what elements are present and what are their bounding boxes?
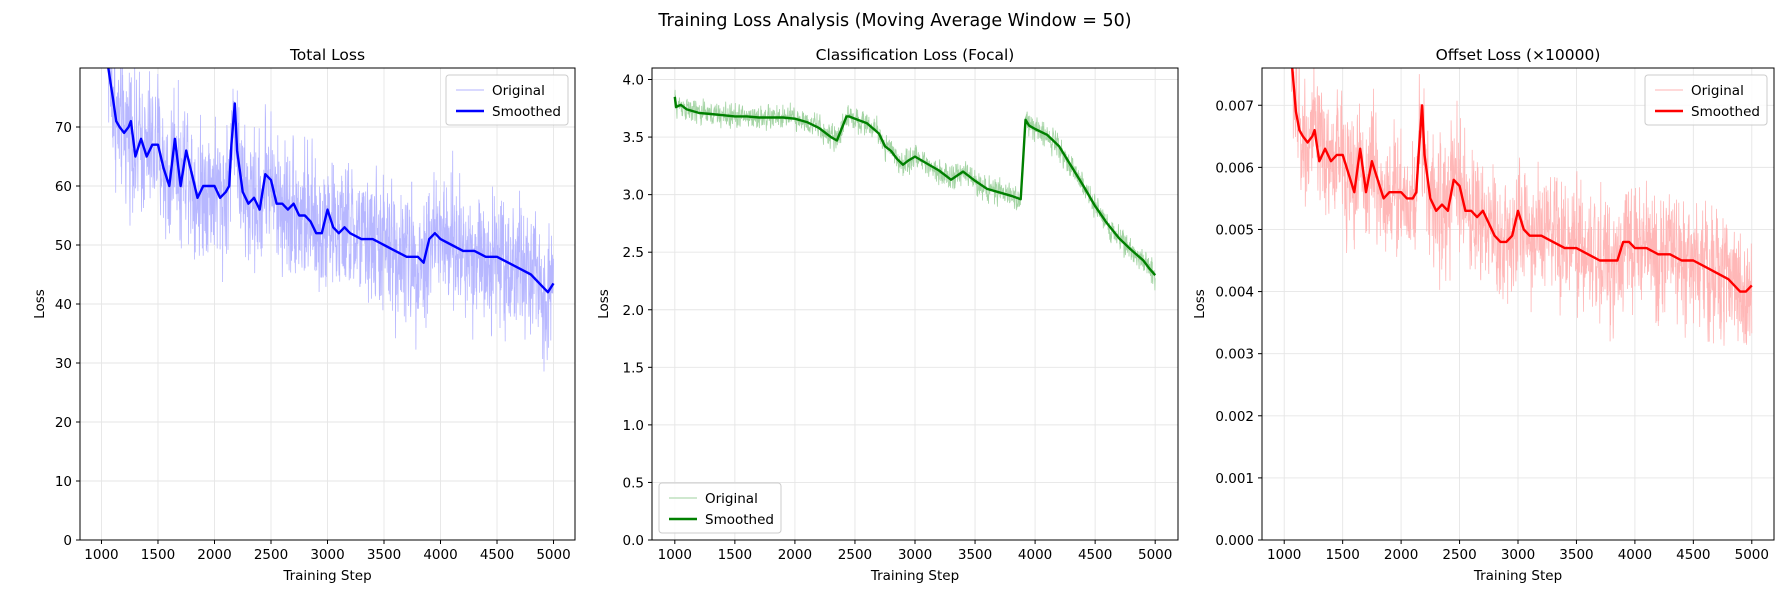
x-tick-label: 1000	[1267, 547, 1301, 563]
legend-label-smoothed: Smoothed	[1691, 104, 1760, 120]
x-tick-label: 3000	[310, 547, 344, 563]
series-smoothed-line	[1291, 68, 1753, 293]
x-tick-label: 5000	[1735, 547, 1769, 563]
y-tick-label: 4.0	[623, 73, 644, 89]
x-tick-label: 2000	[197, 547, 231, 563]
x-tick-label: 1500	[1325, 547, 1359, 563]
legend-label-smoothed: Smoothed	[492, 104, 561, 120]
y-tick-label: 0.001	[1215, 471, 1254, 487]
y-tick-label: 0.005	[1215, 222, 1254, 238]
chart-title: Total Loss	[289, 46, 365, 64]
y-tick-label: 50	[55, 238, 72, 254]
y-tick-label: 10	[55, 474, 72, 490]
y-axis-label: Loss	[1192, 289, 1208, 319]
x-tick-label: 5000	[1138, 547, 1172, 563]
y-tick-label: 20	[55, 415, 72, 431]
legend-label-smoothed: Smoothed	[705, 512, 774, 528]
y-tick-label: 0.007	[1215, 98, 1254, 114]
plot-area	[673, 89, 1157, 291]
x-tick-label: 4500	[480, 547, 514, 563]
legend-label-original: Original	[492, 83, 545, 99]
chart-panel: 1000 1500 2000 2500 3000 3500 4000 4500 5000 0 10 2…	[32, 46, 576, 584]
x-tick-label: 1500	[718, 547, 752, 563]
y-tick-label: 30	[55, 356, 72, 372]
y-tick-label: 3.5	[623, 130, 644, 146]
y-tick-label: 70	[55, 120, 72, 136]
x-tick-label: 3500	[958, 547, 992, 563]
x-tick-label: 2500	[254, 547, 288, 563]
x-tick-label: 2500	[1442, 547, 1476, 563]
x-tick-label: 1500	[141, 547, 175, 563]
legend-label-original: Original	[1691, 83, 1744, 99]
legend-label-original: Original	[705, 491, 758, 507]
series-original-line	[1290, 68, 1753, 346]
x-tick-label: 3000	[1501, 547, 1535, 563]
y-tick-label: 0.000	[1215, 533, 1254, 549]
y-tick-label: 2.5	[623, 245, 644, 261]
chart-title: Classification Loss (Focal)	[816, 46, 1015, 64]
x-tick-label: 4500	[1676, 547, 1710, 563]
x-tick-label: 2000	[1384, 547, 1418, 563]
y-tick-label: 40	[55, 297, 72, 313]
x-tick-label: 2000	[778, 547, 812, 563]
plot-area	[1290, 68, 1753, 346]
y-tick-label: 60	[55, 179, 72, 195]
y-tick-label: 2.0	[623, 303, 644, 319]
x-tick-label: 4000	[423, 547, 457, 563]
y-tick-label: 1.5	[623, 360, 644, 376]
y-tick-label: 1.0	[623, 418, 644, 434]
chart-panel: 1000 1500 2000 2500 3000 3500 4000 4500 5000 0.00…	[1192, 46, 1775, 584]
y-tick-label: 0.003	[1215, 347, 1254, 363]
legend-box	[658, 482, 782, 534]
legend: Original Smoothed	[445, 74, 569, 126]
y-tick-label: 0.002	[1215, 409, 1254, 425]
series-smoothed-line	[107, 68, 555, 294]
x-axis-label: Training Step	[870, 568, 959, 584]
y-tick-label: 0.006	[1215, 160, 1254, 176]
x-tick-label: 1000	[84, 547, 118, 563]
legend-box	[445, 74, 569, 126]
y-tick-label: 0.004	[1215, 285, 1254, 301]
legend: Original Smoothed	[658, 482, 782, 534]
x-axis-label: Training Step	[282, 568, 371, 584]
chart-panel: 1000 1500 2000 2500 3000 3500 4000 4500 5000 0.0 0…	[596, 46, 1179, 584]
figure-title: Training Loss Analysis (Moving Average W…	[657, 11, 1131, 31]
x-axis-label: Training Step	[1473, 568, 1562, 584]
charts-container: 1000 1500 2000 2500 3000 3500 4000 4500 5000 0 10 2…	[32, 46, 1775, 584]
x-tick-label: 5000	[536, 547, 570, 563]
legend-box	[1644, 74, 1768, 126]
y-tick-label: 0.0	[623, 533, 644, 549]
plot-area	[107, 68, 555, 372]
y-tick-label: 3.0	[623, 188, 644, 204]
x-tick-label: 1000	[658, 547, 692, 563]
x-tick-label: 4000	[1018, 547, 1052, 563]
chart-title: Offset Loss (×10000)	[1436, 46, 1601, 64]
x-tick-label: 3500	[1559, 547, 1593, 563]
y-tick-label: 0	[63, 533, 72, 549]
y-axis-label: Loss	[32, 289, 48, 319]
y-tick-label: 0.5	[623, 475, 644, 491]
x-tick-label: 2500	[838, 547, 872, 563]
legend: Original Smoothed	[1644, 74, 1768, 126]
y-axis-label: Loss	[596, 289, 612, 319]
series-smoothed-line	[673, 96, 1157, 276]
x-tick-label: 3500	[367, 547, 401, 563]
x-tick-label: 3000	[898, 547, 932, 563]
x-tick-label: 4000	[1618, 547, 1652, 563]
x-tick-label: 4500	[1078, 547, 1112, 563]
